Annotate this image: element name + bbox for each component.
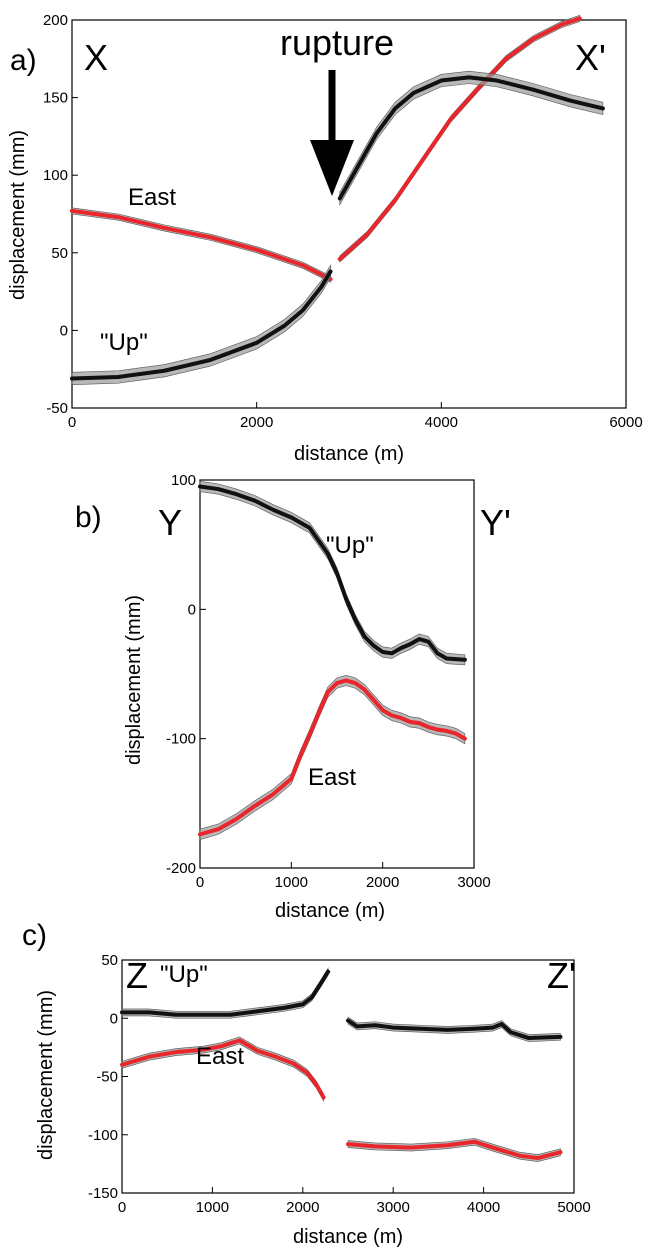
panel-a-up-line: [70, 269, 333, 381]
panel-a-up-line: [337, 75, 605, 201]
panel-b-frame: [199, 479, 475, 869]
panel-a-up-uncertainty-band: [71, 264, 331, 386]
panel-c-east-uncertainty-band: [347, 1137, 561, 1162]
panel-c-ytick-label: 50: [101, 952, 118, 969]
panel-b-ylabel: displacement (mm): [123, 595, 145, 765]
panel-b-up-label: "Up": [326, 532, 374, 559]
panel-a-xtick-label: 6000: [609, 414, 642, 431]
panel-a-xlabel: distance (m): [294, 443, 404, 465]
panel-a-xtick-label: 4000: [425, 414, 458, 431]
panel-c-east-line: [346, 1139, 563, 1161]
panel-b-ytick-label: 0: [188, 601, 196, 618]
panel-a-east-uncertainty-band: [71, 207, 331, 283]
panel-b-xtick-label: 3000: [457, 874, 490, 891]
panel-b-start-label: Y: [158, 502, 182, 543]
panel-c-end-label: Z': [547, 955, 576, 996]
panel-a-ytick-label: 0: [60, 322, 68, 339]
panel-c: c) Z Z' 0 1000 2000 3000 4000 5000 -150 -100 -50…: [22, 919, 591, 1248]
rupture-annotation: rupture: [280, 22, 394, 63]
panel-a-east-line: [70, 208, 333, 282]
panel-b-label: b): [75, 501, 102, 534]
panel-a-up-uncertainty-band: [339, 70, 604, 206]
panel-b-xtick-label: 1000: [275, 874, 308, 891]
panel-c-ytick-label: -150: [88, 1185, 118, 1202]
panel-c-up-line: [346, 1018, 563, 1041]
panel-c-up-label: "Up": [160, 961, 208, 988]
panel-c-ytick-label: -50: [96, 1069, 118, 1086]
panel-b-up-uncertainty-band: [199, 480, 466, 666]
panel-b-xlabel: distance (m): [275, 900, 385, 922]
panel-b-xtick-label: 0: [196, 874, 204, 891]
panel-c-start-label: Z: [126, 955, 148, 996]
panel-a-start-label: X: [84, 37, 108, 78]
panel-b-east-line: [198, 678, 467, 837]
panel-c-xlabel: distance (m): [293, 1226, 403, 1248]
panel-b-end-label: Y': [480, 502, 511, 543]
panel-c-label: c): [22, 919, 47, 952]
panel-c-ylabel: displacement (mm): [35, 990, 57, 1160]
panel-b: b) Y Y' 0 1000 2000 3000 -200 -100 0 100 distan…: [75, 472, 511, 922]
panel-a-ylabel: displacement (mm): [7, 130, 29, 300]
panel-a-ytick-label: 50: [51, 245, 68, 262]
panel-c-east-label: East: [196, 1043, 244, 1070]
panel-a-label: a): [10, 44, 37, 77]
panel-b-ytick-label: -100: [166, 731, 196, 748]
panel-c-frame: [121, 959, 575, 1194]
panel-c-xtick-label: 0: [118, 1199, 126, 1216]
panel-a-xtick-label: 2000: [240, 414, 273, 431]
panel-c-plot: 0 1000 2000 3000 4000 5000 -150 -100 -50 0 50: [88, 952, 591, 1216]
panel-c-xtick-label: 3000: [377, 1199, 410, 1216]
panel-b-ytick-label: 100: [171, 472, 196, 489]
panel-a-xtick-label: 0: [68, 414, 76, 431]
panel-b-xtick-label: 2000: [366, 874, 399, 891]
panel-a-east-line: [337, 16, 582, 262]
panel-c-xtick-label: 2000: [286, 1199, 319, 1216]
panel-b-ytick-label: -200: [166, 860, 196, 877]
rupture-arrow: [310, 70, 354, 196]
panel-a: a) X X' rupture 0 2000 4000 6000-5005010015…: [7, 12, 643, 465]
panel-a-ytick-label: 200: [43, 12, 68, 29]
panel-a-ytick-label: -50: [46, 400, 68, 417]
panel-c-east-line: [120, 1038, 326, 1100]
panel-c-up-line: [120, 969, 331, 1017]
panel-b-plot: 0 1000 2000 3000 -200 -100 0 100: [166, 472, 491, 891]
panel-c-xtick-label: 1000: [196, 1199, 229, 1216]
panel-a-east-label: East: [128, 184, 176, 211]
panel-b-up-line: [198, 484, 467, 662]
panel-a-frame: [71, 19, 627, 409]
panel-a-ytick-label: 150: [43, 90, 68, 107]
panel-a-up-label: "Up": [100, 329, 148, 356]
panel-c-ytick-label: 0: [110, 1010, 118, 1027]
panel-c-ytick-label: -100: [88, 1127, 118, 1144]
panel-a-ytick-label: 100: [43, 167, 68, 184]
panel-c-up-uncertainty-band: [121, 967, 329, 1019]
panel-a-end-label: X': [575, 37, 606, 78]
panel-b-east-label: East: [308, 764, 356, 791]
panel-c-xtick-label: 4000: [467, 1199, 500, 1216]
panel-c-xtick-label: 5000: [557, 1199, 590, 1216]
